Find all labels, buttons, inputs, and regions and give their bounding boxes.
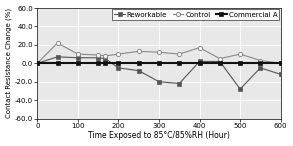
- Control: [35, 62, 39, 64]
- Control: [117, 53, 120, 55]
- Commercial A: [76, 62, 80, 64]
- Reworkable: [279, 73, 282, 75]
- Legend: Reworkable, Control, Commercial A: Reworkable, Control, Commercial A: [112, 9, 279, 20]
- Reworkable: [218, 61, 222, 62]
- Reworkable: [96, 57, 100, 59]
- Reworkable: [137, 70, 140, 72]
- X-axis label: Time Exposed to 85°C/85%RH (Hour): Time Exposed to 85°C/85%RH (Hour): [88, 131, 230, 140]
- Control: [137, 50, 140, 52]
- Control: [279, 62, 282, 64]
- Control: [96, 54, 100, 56]
- Reworkable: [56, 56, 59, 58]
- Commercial A: [198, 62, 201, 64]
- Control: [76, 53, 80, 55]
- Commercial A: [279, 62, 282, 64]
- Commercial A: [178, 62, 181, 64]
- Commercial A: [259, 62, 262, 64]
- Reworkable: [259, 67, 262, 69]
- Reworkable: [239, 88, 242, 90]
- Reworkable: [178, 83, 181, 84]
- Commercial A: [56, 62, 59, 64]
- Line: Commercial A: Commercial A: [35, 62, 282, 65]
- Control: [178, 53, 181, 55]
- Reworkable: [198, 61, 201, 62]
- Commercial A: [137, 62, 140, 64]
- Commercial A: [96, 62, 100, 64]
- Commercial A: [117, 62, 120, 64]
- Commercial A: [239, 62, 242, 64]
- Reworkable: [117, 67, 120, 69]
- Reworkable: [104, 58, 107, 60]
- Control: [157, 51, 161, 53]
- Commercial A: [35, 62, 39, 64]
- Control: [218, 58, 222, 60]
- Commercial A: [157, 62, 161, 64]
- Reworkable: [35, 62, 39, 64]
- Y-axis label: Contact Resistance Change (%): Contact Resistance Change (%): [6, 8, 12, 118]
- Commercial A: [218, 62, 222, 64]
- Control: [56, 42, 59, 44]
- Line: Reworkable: Reworkable: [35, 55, 282, 91]
- Control: [104, 55, 107, 57]
- Control: [198, 47, 201, 48]
- Control: [239, 53, 242, 55]
- Reworkable: [157, 81, 161, 82]
- Reworkable: [76, 57, 80, 59]
- Line: Control: Control: [35, 41, 283, 65]
- Control: [259, 60, 262, 61]
- Commercial A: [104, 62, 107, 64]
